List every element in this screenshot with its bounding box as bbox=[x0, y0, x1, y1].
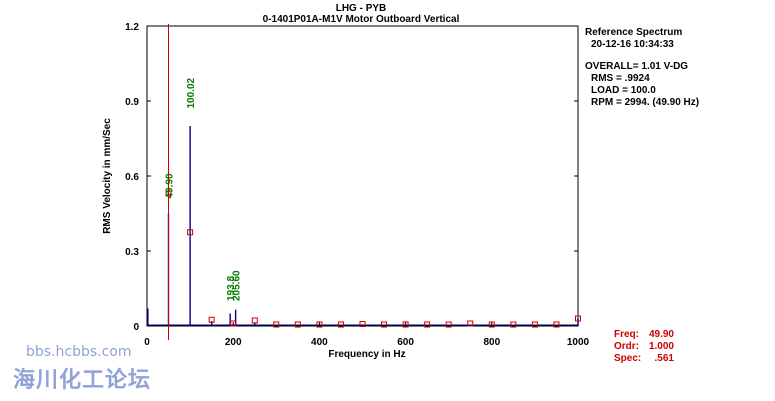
info-date-time: 20-12-16 10:34:33 bbox=[591, 39, 674, 50]
y-tick-label: 0.9 bbox=[125, 97, 139, 108]
harmonic-marker bbox=[273, 321, 280, 328]
harmonic-marker bbox=[337, 321, 344, 328]
harmonic-marker bbox=[402, 321, 409, 328]
info-load: LOAD = 100.0 bbox=[591, 85, 656, 96]
watermark-url: bbs.hcbbs.com bbox=[26, 344, 132, 360]
harmonic-marker bbox=[251, 317, 258, 324]
x-tick-label: 0 bbox=[144, 337, 150, 348]
info-rms: RMS = .9924 bbox=[591, 73, 650, 84]
harmonic-marker bbox=[553, 321, 560, 328]
x-tick-label: 200 bbox=[225, 337, 242, 348]
spectrum-trace bbox=[147, 126, 579, 326]
harmonic-marker bbox=[187, 229, 194, 236]
info-rpm: RPM = 2994. (49.90 Hz) bbox=[591, 97, 699, 108]
harmonic-marker bbox=[381, 321, 388, 328]
spec-label: Spec: bbox=[614, 353, 641, 364]
ordr-value: 1.000 bbox=[649, 341, 674, 352]
harmonic-marker bbox=[445, 321, 452, 328]
plot-frame bbox=[146, 25, 579, 327]
harmonic-marker bbox=[294, 321, 301, 328]
y-axis-label: RMS Velocity in mm/Sec bbox=[102, 118, 113, 234]
freq-value: 49.90 bbox=[649, 329, 674, 340]
x-tick-label: 1000 bbox=[567, 337, 590, 348]
harmonic-marker bbox=[424, 321, 431, 328]
plot-area bbox=[146, 25, 579, 327]
ordr-label: Ordr: bbox=[614, 341, 639, 352]
x-axis-label: Frequency in Hz bbox=[328, 349, 405, 360]
watermark-name: 海川化工论坛 bbox=[13, 368, 152, 393]
y-tick-label: 0 bbox=[133, 322, 139, 333]
harmonic-marker bbox=[575, 315, 581, 322]
harmonic-marker bbox=[208, 316, 215, 323]
harmonic-marker bbox=[488, 321, 495, 328]
harmonic-marker bbox=[510, 321, 517, 328]
harmonic-markers bbox=[165, 190, 581, 328]
freq-label: Freq: bbox=[614, 329, 639, 340]
cursor-readout: Freq: 49.90 Ordr: 1.000 Spec: .561 bbox=[614, 329, 674, 364]
y-tick-label: 1.2 bbox=[125, 22, 139, 33]
peak-label: 49.90 bbox=[165, 173, 176, 198]
chart-title-line-2: 0-1401P01A-M1V Motor Outboard Vertical bbox=[263, 14, 460, 25]
x-tick-label: 600 bbox=[397, 337, 414, 348]
spec-value: .561 bbox=[655, 353, 675, 364]
harmonic-marker bbox=[316, 321, 323, 328]
x-tick-label: 800 bbox=[483, 337, 500, 348]
harmonic-marker bbox=[359, 321, 366, 327]
info-panel: Reference Spectrum 20-12-16 10:34:33 OVE… bbox=[585, 27, 699, 108]
harmonic-marker bbox=[230, 320, 237, 327]
y-axis-ticks: 0 0.3 0.6 0.9 1.2 bbox=[125, 22, 578, 333]
peak-label: 100.02 bbox=[186, 77, 197, 108]
chart-title-line-1: LHG - PYB bbox=[336, 3, 387, 14]
harmonic-marker bbox=[467, 320, 474, 327]
peak-label: 193.8 bbox=[226, 276, 237, 301]
y-tick-label: 0.3 bbox=[125, 247, 139, 258]
harmonic-marker bbox=[531, 321, 538, 328]
x-tick-label: 400 bbox=[311, 337, 328, 348]
y-tick-label: 0.6 bbox=[125, 172, 139, 183]
peak-label: 205.60 bbox=[232, 270, 243, 301]
info-title: Reference Spectrum bbox=[585, 27, 682, 38]
info-overall: OVERALL= 1.01 V-DG bbox=[585, 61, 688, 72]
